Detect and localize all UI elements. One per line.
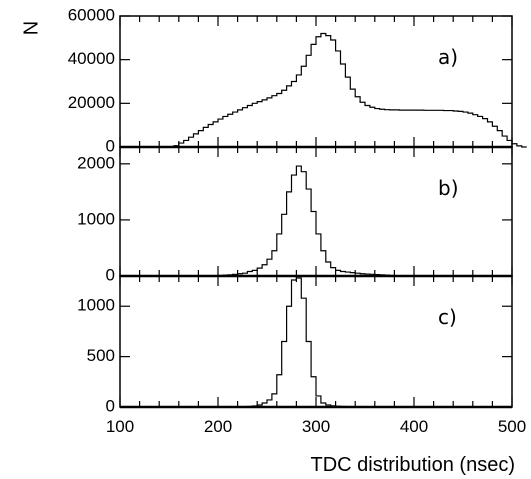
- y-tick-label: 2000: [77, 153, 115, 172]
- y-tick-label: 60000: [68, 5, 115, 24]
- y-tick-label: 1000: [77, 209, 115, 228]
- y-tick-label: 0: [106, 136, 115, 155]
- y-tick-label: 1000: [77, 296, 115, 315]
- y-tick-label: 40000: [68, 49, 115, 68]
- x-tick-label: 200: [204, 417, 232, 436]
- panel-label: a): [438, 45, 458, 69]
- histogram-outline: [217, 165, 395, 277]
- x-axis-label: TDC distribution (nsec): [310, 454, 515, 476]
- panel-label: c): [438, 305, 457, 329]
- panel-label: b): [438, 176, 459, 200]
- panel-2: 0 1000 2000 b): [77, 146, 513, 284]
- y-tick-label: 0: [106, 265, 115, 284]
- panel-3: 0 500 1000 c): [77, 275, 513, 415]
- y-tick-label: 20000: [68, 93, 115, 112]
- panel-1: 0 20000 40000 60000 a): [68, 5, 527, 155]
- panels-group: 0 20000 40000 60000 a) 0 1000 2000 b) 0 500 1000 c) 1…: [68, 5, 527, 436]
- x-tick-label: 100: [106, 417, 134, 436]
- x-tick-label: 300: [302, 417, 330, 436]
- x-tick-label: 500: [498, 417, 526, 436]
- panel-frame: [119, 15, 513, 148]
- histogram-outline: [246, 277, 346, 408]
- histogram-outline: [169, 32, 527, 148]
- x-tick-label: 400: [400, 417, 428, 436]
- y-tick-label: 500: [87, 346, 115, 365]
- y-axis-label: N: [20, 21, 42, 35]
- y-tick-label: 0: [106, 396, 115, 415]
